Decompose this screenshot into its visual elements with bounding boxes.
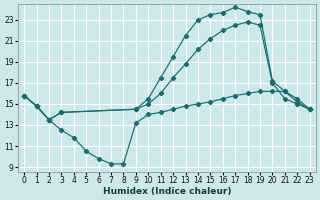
X-axis label: Humidex (Indice chaleur): Humidex (Indice chaleur) (103, 187, 231, 196)
